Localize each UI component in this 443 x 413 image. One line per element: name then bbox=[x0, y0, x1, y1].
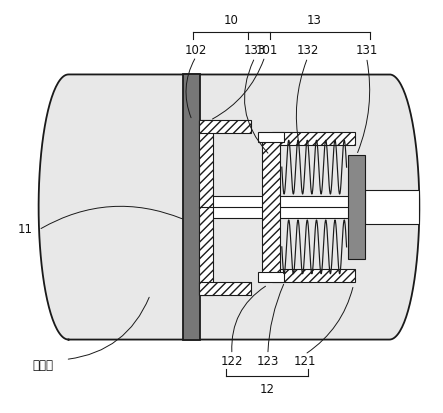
Bar bbox=[199, 120, 251, 133]
Text: 122: 122 bbox=[221, 355, 243, 368]
Bar bbox=[199, 196, 394, 218]
Text: 11: 11 bbox=[18, 223, 33, 236]
Text: 12: 12 bbox=[259, 383, 274, 396]
Polygon shape bbox=[39, 74, 420, 339]
Bar bbox=[348, 155, 365, 259]
Bar bbox=[258, 272, 284, 282]
Text: 132: 132 bbox=[296, 44, 319, 57]
Bar bbox=[183, 74, 200, 339]
Bar bbox=[272, 269, 354, 282]
Text: 13: 13 bbox=[306, 14, 321, 27]
Text: 133: 133 bbox=[244, 44, 266, 57]
Text: 131: 131 bbox=[355, 44, 378, 57]
Text: 10: 10 bbox=[224, 14, 239, 27]
Bar bbox=[199, 282, 251, 295]
Bar bbox=[199, 120, 213, 295]
Text: 123: 123 bbox=[256, 355, 279, 368]
Bar bbox=[272, 132, 354, 145]
Bar bbox=[262, 139, 280, 275]
Text: 进水管: 进水管 bbox=[32, 359, 53, 372]
Text: 101: 101 bbox=[256, 44, 278, 57]
Text: 102: 102 bbox=[185, 44, 207, 57]
Bar bbox=[258, 132, 284, 142]
Bar bbox=[365, 190, 420, 224]
Text: 121: 121 bbox=[293, 355, 316, 368]
